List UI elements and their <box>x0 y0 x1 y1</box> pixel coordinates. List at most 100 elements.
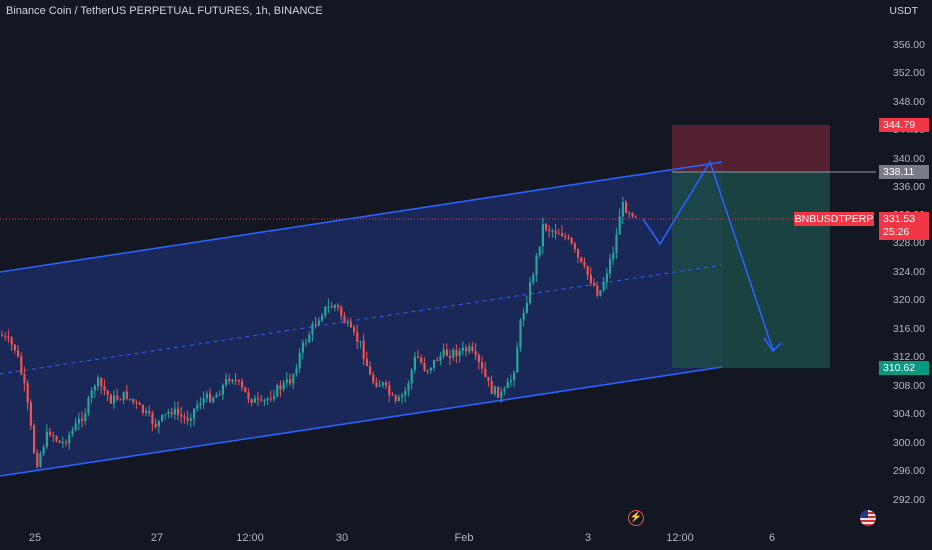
candle-body <box>141 404 144 414</box>
candle-body <box>97 377 100 386</box>
candle-body <box>145 411 148 414</box>
candle-body <box>420 357 423 363</box>
candle-body <box>375 382 378 387</box>
candle-body <box>433 359 436 368</box>
candle-body <box>308 334 311 343</box>
candle-body <box>535 255 538 275</box>
candle-body <box>61 441 64 443</box>
candle-body <box>570 238 573 244</box>
candle-body <box>628 212 631 214</box>
candle-body <box>407 383 410 391</box>
candle-body <box>253 398 256 403</box>
candle-body <box>317 320 320 325</box>
y-tick: 352.00 <box>892 67 925 79</box>
candle-body <box>161 414 164 421</box>
candle-body <box>618 216 621 235</box>
x-tick: 3 <box>584 532 592 544</box>
projection-path[interactable] <box>642 160 774 351</box>
candle-body <box>218 394 221 396</box>
channel-upper-line[interactable] <box>0 161 723 273</box>
y-tick: 300.00 <box>892 437 925 449</box>
y-tick: 316.00 <box>892 323 925 335</box>
candle-body <box>365 359 368 367</box>
candle-body <box>602 281 605 291</box>
y-tick: 336.00 <box>892 181 925 193</box>
candle-body <box>295 368 298 375</box>
candle-body <box>580 257 583 263</box>
candle-body <box>173 408 176 415</box>
candle-body <box>573 243 576 250</box>
candle-body <box>119 399 122 401</box>
candle-body <box>90 390 93 399</box>
candle-body <box>621 202 624 217</box>
candle-body <box>519 320 522 348</box>
candle-body <box>541 224 544 247</box>
candle-body <box>381 382 384 386</box>
x-tick: 25 <box>28 532 42 544</box>
candle-body <box>1 335 4 336</box>
candle-body <box>609 259 612 274</box>
candles-layer <box>1 196 637 469</box>
candle-body <box>429 367 432 371</box>
candle-body <box>189 418 192 421</box>
last-price-tag: 331.53 25:26 <box>879 212 929 240</box>
candle-body <box>100 377 103 387</box>
candle-body <box>74 423 77 431</box>
candle-body <box>577 249 580 258</box>
chart-title: Binance Coin / TetherUS PERPETUAL FUTURE… <box>6 5 323 17</box>
candle-body <box>551 230 554 232</box>
candle-body <box>561 233 564 237</box>
candle-body <box>337 305 340 307</box>
candle-body <box>583 262 586 267</box>
candle-body <box>122 391 125 401</box>
candle-body <box>36 452 39 467</box>
candle-body <box>13 344 16 351</box>
candle-body <box>394 395 397 401</box>
candle-body <box>353 327 356 333</box>
stop-zone[interactable] <box>672 125 830 172</box>
candle-body <box>4 335 7 337</box>
channel-fill <box>0 162 722 476</box>
target-zone[interactable] <box>672 172 830 368</box>
candle-body <box>525 302 528 313</box>
candle-body <box>311 324 314 335</box>
channel-mid-line[interactable] <box>0 264 723 375</box>
candle-body <box>538 246 541 256</box>
projection-arrowhead <box>763 337 782 353</box>
candle-body <box>567 237 570 239</box>
candle-body <box>116 395 119 400</box>
candle-body <box>545 224 548 230</box>
lightning-icon[interactable]: ⚡ <box>628 510 644 526</box>
candle-body <box>196 405 199 409</box>
candle-body <box>282 382 285 390</box>
candle-body <box>257 398 260 400</box>
y-tick: 356.00 <box>892 39 925 51</box>
candle-body <box>106 390 109 396</box>
candle-body <box>439 355 442 362</box>
candle-body <box>29 402 32 426</box>
candle-body <box>346 322 349 324</box>
candle-body <box>589 275 592 284</box>
candle-body <box>65 441 68 444</box>
price-axis[interactable]: USDT 356.00 352.00 348.00 344.00 340.00 … <box>876 0 932 550</box>
candle-body <box>314 324 317 326</box>
candle-body <box>471 346 474 352</box>
channel-lower-line[interactable] <box>0 366 723 477</box>
candle-body <box>205 393 208 399</box>
candle-body <box>506 381 509 389</box>
candle-body <box>241 381 244 388</box>
candle-body <box>33 425 36 453</box>
candle-body <box>385 382 388 386</box>
candle-body <box>177 408 180 415</box>
candle-body <box>135 402 138 404</box>
candle-body <box>333 305 336 308</box>
candle-body <box>93 385 96 391</box>
candle-body <box>449 355 452 358</box>
candle-body <box>167 411 170 414</box>
candle-body <box>154 423 157 427</box>
stop-price-tag: 344.79 <box>879 118 929 132</box>
us-flag-icon[interactable] <box>860 510 876 526</box>
candle-body <box>183 416 186 419</box>
